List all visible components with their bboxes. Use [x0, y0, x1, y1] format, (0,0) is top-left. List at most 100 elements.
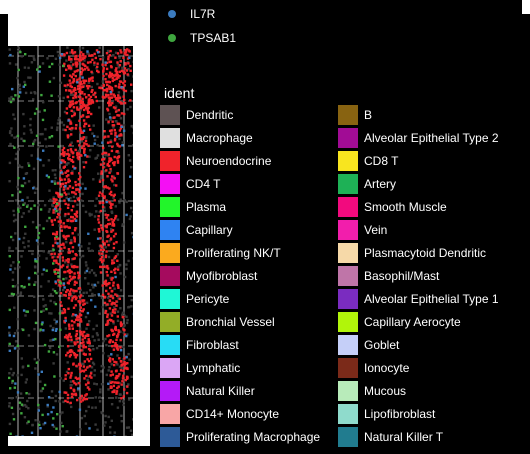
tissue-point	[9, 264, 13, 267]
tissue-point	[15, 247, 18, 250]
tissue-point	[85, 409, 88, 413]
tissue-point	[12, 213, 16, 217]
tissue-point	[93, 63, 96, 67]
point-neuroendocrine	[117, 122, 121, 125]
point-neuroendocrine	[110, 294, 113, 297]
point-neuroendocrine	[124, 49, 127, 52]
point-tpsab1	[13, 386, 16, 389]
point-neuroendocrine	[79, 175, 82, 179]
tissue-point	[89, 289, 92, 292]
tissue-point	[22, 112, 25, 116]
tissue-point	[33, 191, 37, 194]
tissue-point	[101, 56, 105, 59]
point-neuroendocrine	[67, 180, 70, 184]
point-neuroendocrine	[105, 216, 108, 219]
point-il7r	[22, 309, 26, 312]
point-neuroendocrine	[66, 95, 70, 99]
tissue-point	[33, 295, 36, 298]
point-neuroendocrine	[64, 294, 67, 297]
point-neuroendocrine	[108, 74, 111, 77]
point-neuroendocrine	[78, 99, 81, 103]
point-neuroendocrine	[82, 370, 86, 373]
point-il7r	[93, 283, 96, 287]
point-neuroendocrine	[103, 89, 107, 92]
point-neuroendocrine	[73, 87, 76, 90]
legend-swatch	[160, 243, 180, 263]
legend-label: Vein	[364, 223, 388, 237]
legend-swatch	[338, 197, 358, 217]
tissue-point	[117, 101, 121, 104]
point-neuroendocrine	[83, 82, 86, 85]
point-neuroendocrine	[117, 108, 120, 112]
point-neuroendocrine	[116, 161, 120, 164]
point-neuroendocrine	[64, 316, 67, 320]
tissue-point	[66, 264, 70, 267]
legend-swatch	[338, 335, 358, 355]
point-neuroendocrine	[99, 163, 103, 166]
point-il7r	[59, 161, 63, 164]
tissue-point	[27, 180, 31, 183]
point-neuroendocrine	[106, 141, 110, 144]
point-neuroendocrine	[74, 88, 77, 91]
point-neuroendocrine	[126, 57, 130, 60]
point-il7r	[93, 134, 96, 138]
point-neuroendocrine	[116, 283, 119, 287]
point-tpsab1	[61, 425, 64, 428]
tissue-point	[127, 259, 130, 263]
point-neuroendocrine	[71, 327, 74, 330]
tissue-point	[10, 134, 13, 137]
point-neuroendocrine	[76, 398, 79, 402]
point-neuroendocrine	[72, 295, 76, 298]
point-neuroendocrine	[97, 218, 100, 221]
point-neuroendocrine	[88, 342, 91, 345]
point-neuroendocrine	[108, 201, 111, 204]
point-tpsab1	[52, 248, 55, 252]
tissue-point	[52, 196, 55, 199]
tissue-point	[38, 110, 41, 113]
tissue-point	[54, 394, 58, 398]
point-neuroendocrine	[69, 288, 73, 291]
point-neuroendocrine	[116, 96, 120, 100]
point-neuroendocrine	[116, 52, 120, 55]
tissue-point	[23, 403, 27, 407]
tissue-point	[109, 276, 112, 280]
tissue-point	[94, 396, 97, 399]
point-neuroendocrine	[108, 99, 111, 103]
point-il7r	[78, 408, 82, 411]
point-neuroendocrine	[89, 102, 93, 105]
point-neuroendocrine	[100, 252, 104, 255]
tissue-point	[118, 365, 122, 368]
point-neuroendocrine	[126, 385, 129, 388]
point-neuroendocrine	[57, 245, 60, 248]
point-neuroendocrine	[119, 369, 123, 372]
point-neuroendocrine	[77, 377, 80, 380]
point-neuroendocrine	[87, 94, 90, 97]
point-neuroendocrine	[126, 376, 129, 379]
tissue-point	[51, 169, 54, 172]
point-neuroendocrine	[60, 54, 63, 57]
tissue-point	[90, 85, 93, 89]
point-tpsab1	[12, 97, 15, 101]
point-neuroendocrine	[105, 80, 108, 84]
tissue-point	[131, 144, 133, 147]
point-neuroendocrine	[74, 192, 77, 196]
point-neuroendocrine	[117, 286, 120, 289]
tissue-point	[105, 373, 108, 377]
tissue-point	[107, 121, 110, 125]
tissue-point	[116, 218, 120, 221]
point-neuroendocrine	[76, 156, 79, 159]
legend-entry: Capillary	[160, 220, 233, 240]
tissue-point	[77, 233, 80, 236]
point-neuroendocrine	[101, 152, 104, 156]
point-neuroendocrine	[73, 51, 77, 54]
tissue-point	[117, 91, 121, 94]
point-neuroendocrine	[50, 220, 54, 223]
tissue-point	[86, 267, 90, 270]
point-neuroendocrine	[85, 84, 89, 88]
point-tpsab1	[12, 293, 16, 296]
tissue-point	[104, 414, 107, 418]
point-il7r	[42, 268, 46, 271]
point-neuroendocrine	[63, 391, 66, 394]
point-neuroendocrine	[101, 205, 105, 209]
point-neuroendocrine	[117, 94, 120, 97]
